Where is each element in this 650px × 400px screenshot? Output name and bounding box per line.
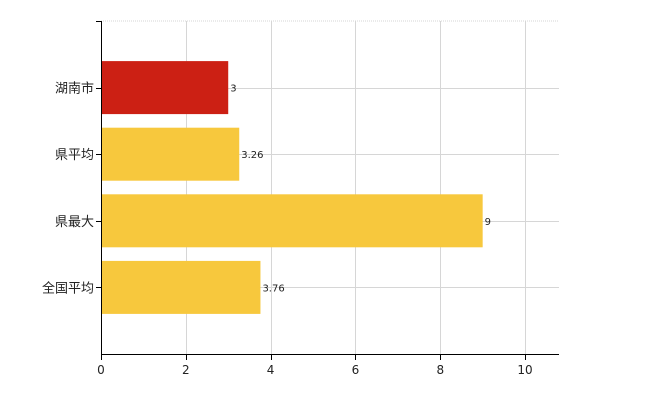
bar-value-label: 3 — [230, 84, 236, 95]
x-tick-label: 6 — [352, 363, 360, 377]
y-category-label: 県平均 — [55, 148, 94, 163]
bar — [101, 127, 240, 181]
x-tick-label: 0 — [97, 363, 105, 377]
bar — [101, 260, 261, 314]
y-category-label: 湖南市 — [55, 81, 94, 97]
bars — [101, 61, 483, 314]
bar-value-label: 3.26 — [241, 150, 263, 161]
bar — [101, 194, 483, 248]
bar — [101, 61, 229, 115]
axes — [96, 21, 559, 360]
x-tick-label: 8 — [436, 363, 444, 377]
x-tick-label: 10 — [517, 363, 532, 377]
bar-value-label: 9 — [485, 217, 491, 228]
y-category-label: 全国平均 — [42, 280, 94, 296]
x-tick-label: 4 — [267, 363, 275, 377]
x-tick-label: 2 — [182, 363, 190, 377]
bar-value-label: 3.76 — [262, 283, 284, 294]
y-category-label: 県最大 — [55, 215, 94, 230]
